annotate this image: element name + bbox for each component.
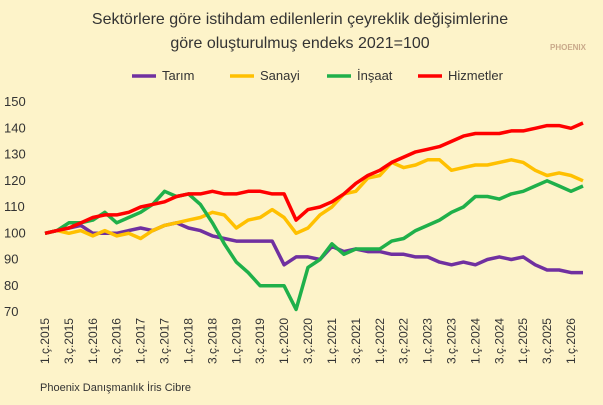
y-tick-label: 120 bbox=[4, 173, 26, 188]
x-tick-label: 1.ç.2025 bbox=[516, 318, 530, 364]
y-tick-label: 140 bbox=[4, 120, 26, 135]
legend-label: Hizmetler bbox=[448, 68, 504, 83]
legend-label: Tarım bbox=[162, 68, 195, 83]
x-tick-label: 1.ç.2026 bbox=[564, 318, 578, 364]
series-line bbox=[44, 121, 584, 236]
x-tick-label: 1.ç.2024 bbox=[468, 318, 482, 364]
x-tick-label: 1.ç.2020 bbox=[277, 318, 291, 364]
series-line bbox=[44, 179, 584, 312]
x-tick-label: 1.ç.2019 bbox=[229, 318, 243, 364]
x-tick-label: 1.ç.2021 bbox=[325, 318, 339, 364]
chart-title: göre oluşturulmuş endeks 2021=100 bbox=[170, 35, 429, 52]
legend-label: İnşaat bbox=[357, 68, 393, 83]
series-line bbox=[44, 158, 584, 241]
x-tick-label: 1.ç.2023 bbox=[421, 318, 435, 364]
x-tick-label: 3.ç.2024 bbox=[492, 318, 506, 364]
x-tick-label: 1.ç.2022 bbox=[373, 318, 387, 364]
y-tick-label: 90 bbox=[4, 252, 18, 267]
x-tick-label: 3.ç.2022 bbox=[397, 318, 411, 364]
legend-label: Sanayi bbox=[260, 68, 300, 83]
x-tick-label: 3.ç.2018 bbox=[205, 318, 219, 364]
y-tick-label: 150 bbox=[4, 94, 26, 109]
x-tick-label: 1.ç.2015 bbox=[38, 318, 52, 364]
x-tick-label: 3.ç.2015 bbox=[62, 318, 76, 364]
y-tick-label: 100 bbox=[4, 225, 26, 240]
y-tick-label: 80 bbox=[4, 278, 18, 293]
x-tick-label: 3.ç.2017 bbox=[158, 318, 172, 364]
x-tick-label: 3.ç.2023 bbox=[444, 318, 458, 364]
source: Phoenix Danışmanlık İris Cibre bbox=[40, 381, 191, 394]
y-tick-label: 110 bbox=[4, 199, 25, 214]
x-tick-label: 3.ç.2021 bbox=[349, 318, 363, 364]
series-line bbox=[44, 221, 583, 275]
x-tick-label: 3.ç.2019 bbox=[253, 318, 267, 364]
x-tick-label: 1.ç.2016 bbox=[86, 318, 100, 364]
x-tick-label: 1.ç.2017 bbox=[134, 318, 148, 364]
x-tick-label: 3.ç.2025 bbox=[540, 318, 554, 364]
y-tick-label: 130 bbox=[4, 147, 26, 162]
y-tick-label: 70 bbox=[4, 304, 18, 319]
logo: PHOENIX bbox=[550, 43, 587, 52]
x-tick-label: 3.ç.2020 bbox=[301, 318, 315, 364]
chart-title: Sektörlere göre istihdam edilenlerin çey… bbox=[92, 11, 508, 28]
x-tick-label: 1.ç.2018 bbox=[181, 318, 195, 364]
x-tick-label: 3.ç.2016 bbox=[110, 318, 124, 364]
